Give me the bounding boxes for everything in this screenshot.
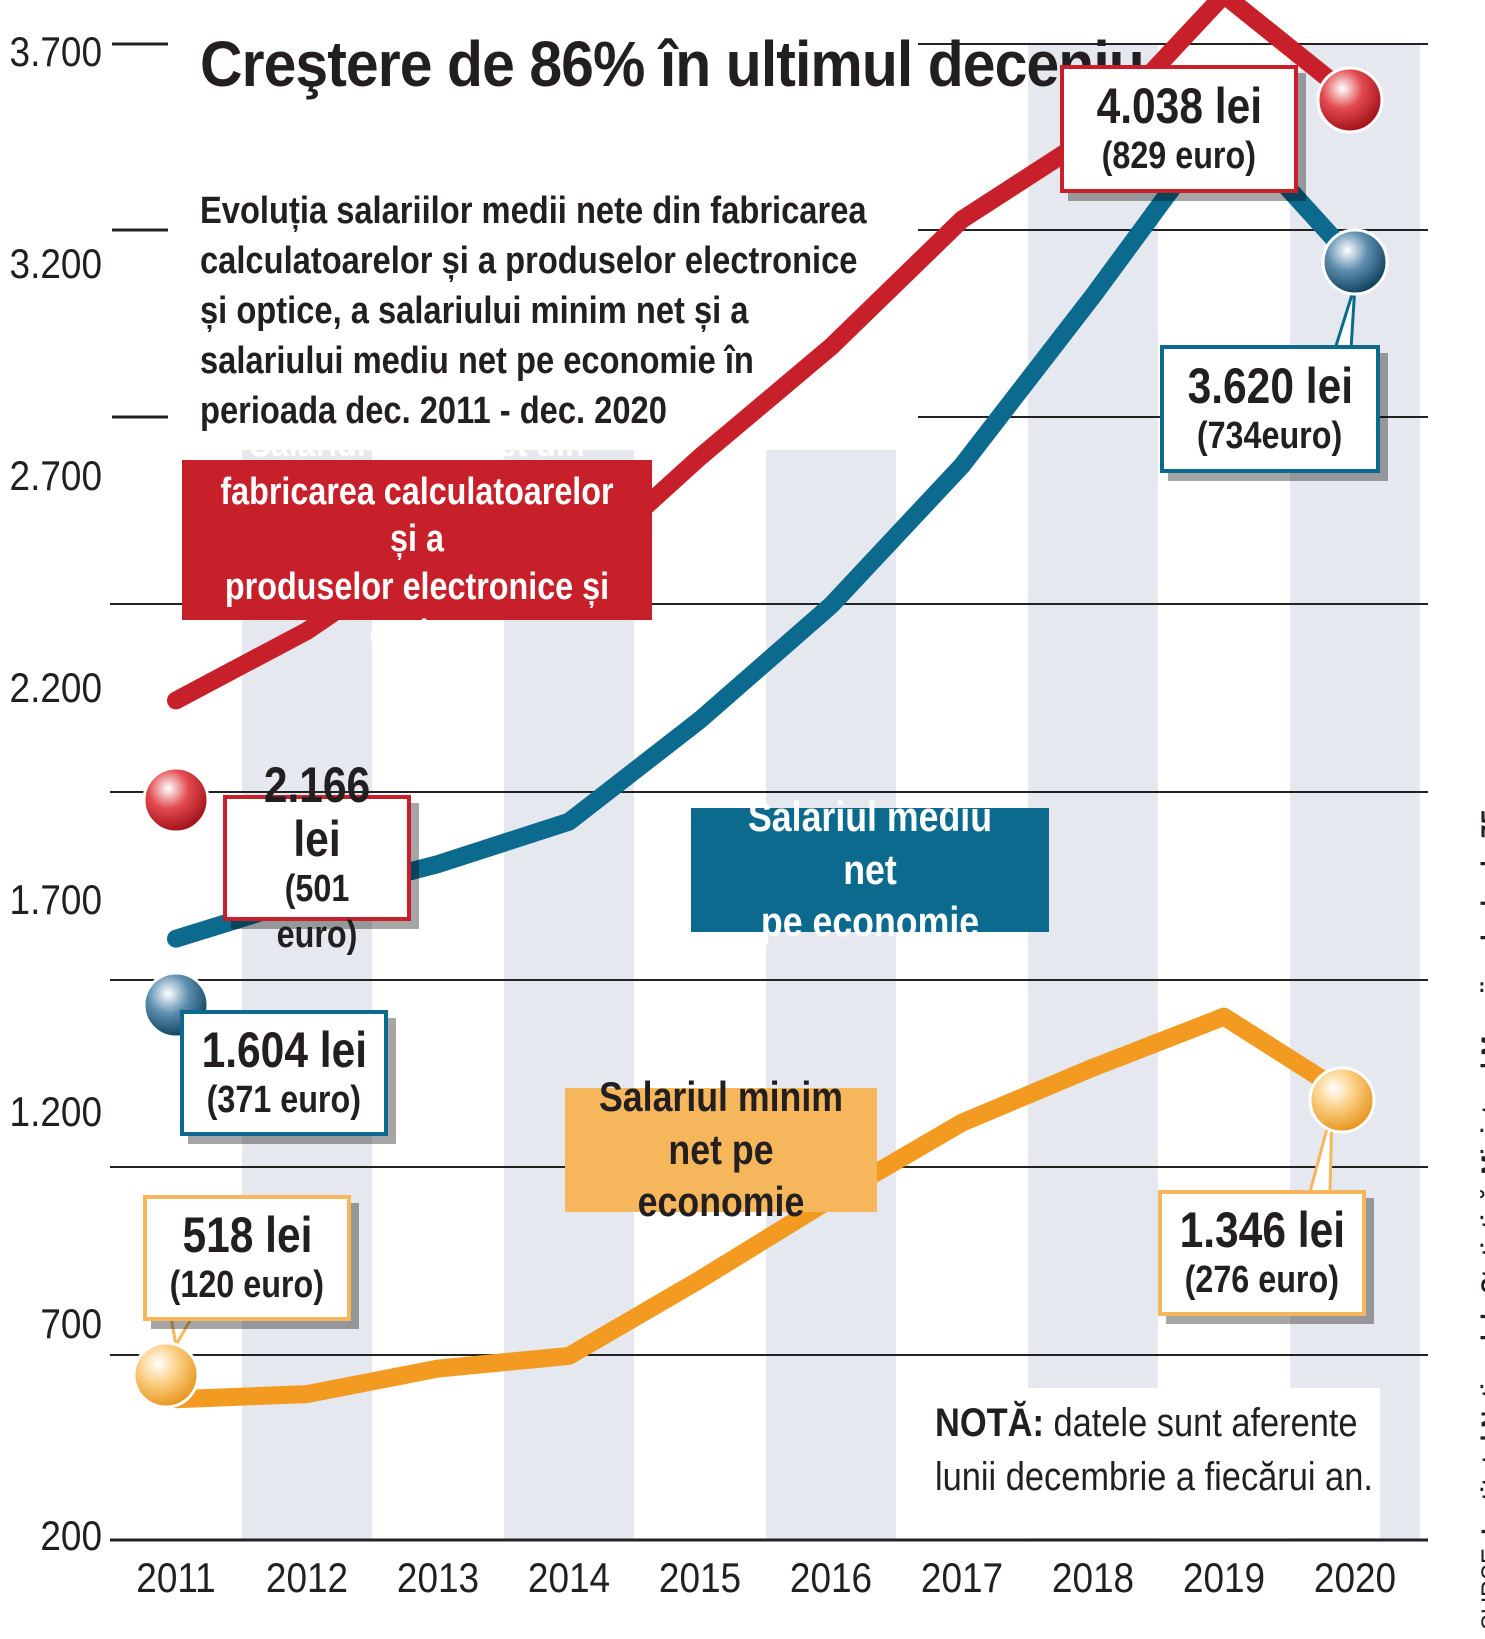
value-lei: 518 lei [182,1207,312,1263]
x-tick-label: 2018 [1052,1555,1134,1602]
value-label-minimum-2011: 518 lei (120 euro) [143,1195,351,1321]
series-endpoint-marker [1321,228,1389,296]
legend-label-computers-text: Salariul mediu net din fabricarea calcul… [220,423,614,656]
x-tick-label: 2013 [397,1555,479,1602]
y-tick-label: 1.200 [10,1089,102,1136]
note-label: NOTĂ: [935,1401,1044,1445]
series-line [167,1007,1364,1409]
y-tick-label: 200 [40,1513,102,1560]
y-tick-label: 1.700 [10,877,102,924]
legend-label-minimum-text: Salariul minim net pe economie [598,1073,844,1226]
source-prefix: SURSE: [1476,1541,1485,1630]
series-endpoint-marker [1308,1066,1376,1134]
y-tick-label: 2.700 [10,453,102,500]
value-euro: (120 euro) [169,1264,325,1306]
x-tick-label: 2020 [1314,1555,1396,1602]
note-box [910,1388,1380,1538]
legend-label-economy: Salariul mediu net pe economie [691,793,1049,945]
value-label-computers-2020: 4.038 lei (829 euro) [1060,65,1298,193]
y-tick-label: 3.700 [10,29,102,76]
legend-label-minimum: Salariul minim net pe economie [565,1073,877,1225]
x-tick-label: 2016 [790,1555,872,1602]
value-label-computers-2011: 2.166 lei (501 euro) [223,758,411,956]
x-tick-label: 2012 [266,1555,348,1602]
y-tick-label: 700 [40,1301,102,1348]
x-tick-label: 2019 [1183,1555,1265,1602]
value-lei: 1.604 lei [201,1022,367,1078]
note-text: NOTĂ: datele sunt aferente lunii decembr… [935,1396,1382,1504]
y-tick-label: 2.200 [10,665,102,712]
y-tick-label: 3.200 [10,241,102,288]
x-tick-label: 2014 [528,1555,610,1602]
value-label-economy-2020: 3.620 lei (734euro) [1160,345,1380,473]
value-lei: 2.166 lei [263,757,371,867]
value-lei: 4.038 lei [1096,78,1262,134]
value-lei: 3.620 lei [1187,358,1353,414]
x-tick-label: 2017 [921,1555,1003,1602]
chart-title: Creştere de 86% în ultimul deceniu [200,28,1145,100]
legend-label-economy-text: Salariul mediu net pe economie [747,793,993,946]
series-endpoint-marker [1316,66,1384,134]
source-credit: SURSE: Institutul Național de Statistică… [1476,811,1485,1630]
source-suffix: ZF [1476,811,1485,841]
series-endpoint-marker [142,766,210,834]
value-euro: (829 euro) [1101,135,1257,177]
note-body: datele sunt aferente lunii decembrie a f… [935,1401,1373,1499]
value-label-economy-2011: 1.604 lei (371 euro) [180,1010,388,1136]
value-euro: (276 euro) [1184,1259,1340,1301]
legend-label-computers: Salariul mediu net din fabricarea calcul… [182,423,652,655]
x-tick-label: 2015 [659,1555,741,1602]
series-endpoint-marker [132,1341,200,1409]
value-euro: (734euro) [1197,415,1343,457]
value-label-minimum-2020: 1.346 lei (276 euro) [1158,1190,1366,1316]
value-euro: (371 euro) [206,1079,362,1121]
value-lei: 1.346 lei [1179,1202,1345,1258]
chart-subtitle: Evoluția salariilor medii nete din fabri… [200,190,867,432]
x-tick-label: 2011 [136,1555,215,1602]
value-euro: (501 euro) [276,868,358,956]
source-text: Institutul Național de Statistică, Minis… [1476,847,1485,1535]
